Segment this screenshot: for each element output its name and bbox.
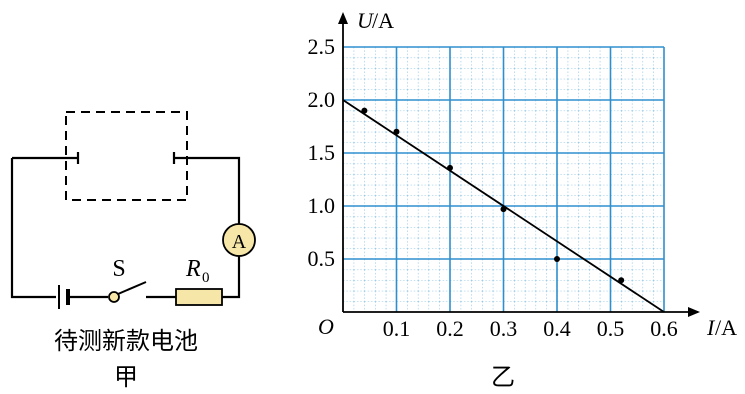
data-point xyxy=(361,107,368,114)
y-axis-label-unit: /A xyxy=(372,8,394,33)
dashed-box xyxy=(65,111,188,201)
data-point xyxy=(447,164,453,171)
y-tick-label: 2.0 xyxy=(308,87,336,112)
y-axis-arrow xyxy=(338,12,348,24)
circuit-diagram: A S R 0 待测新款电池 甲 xyxy=(10,111,256,391)
wire-top-left xyxy=(12,152,80,164)
chart-caption: 乙 xyxy=(491,363,515,391)
x-axis-label-var: I xyxy=(706,315,716,340)
ammeter-symbol: A xyxy=(222,223,256,257)
x-tick-label: 0.3 xyxy=(490,316,518,341)
y-tick-label: 2.5 xyxy=(308,34,336,59)
x-tick-label: 0.4 xyxy=(543,316,571,341)
ammeter-label: A xyxy=(232,231,247,253)
resistor-r0 xyxy=(175,288,223,306)
x-tick-label: 0.5 xyxy=(597,316,625,341)
origin-label: O xyxy=(318,314,334,339)
circuit-caption: 甲 xyxy=(114,363,138,391)
x-tick-label: 0.1 xyxy=(383,316,411,341)
battery-symbol xyxy=(58,285,70,309)
y-tick-label: 1.5 xyxy=(308,140,336,165)
wire-top-right xyxy=(172,152,241,224)
switch-symbol xyxy=(108,281,147,303)
resistor-subscript: 0 xyxy=(202,270,210,286)
y-tick-label: 1.0 xyxy=(308,193,336,218)
y-axis-label-var: U xyxy=(357,8,375,33)
fit-line xyxy=(342,99,665,313)
x-axis-arrow xyxy=(688,307,700,317)
data-point xyxy=(554,256,560,262)
data-point xyxy=(500,206,507,213)
data-point xyxy=(618,277,625,284)
resistor-label: R xyxy=(185,256,201,282)
u-i-chart: 0.1 0.2 0.3 0.4 0.5 0.6 0.5 1.0 1.5 2.0 2.5 U /A I… xyxy=(308,8,738,391)
data-marks xyxy=(342,99,665,313)
data-point xyxy=(393,128,400,135)
wire-left xyxy=(10,158,56,299)
tick-labels: 0.1 0.2 0.3 0.4 0.5 0.6 0.5 1.0 1.5 2.0 2.5 xyxy=(308,34,678,341)
x-tick-label: 0.2 xyxy=(436,316,464,341)
x-axis-label-unit: /A xyxy=(715,315,737,340)
switch-label: S xyxy=(112,256,125,282)
axes xyxy=(338,12,700,317)
wire-resistor-ammeter xyxy=(222,256,241,299)
x-tick-label: 0.6 xyxy=(650,316,678,341)
battery-caption: 待测新款电池 xyxy=(54,327,198,355)
y-tick-label: 0.5 xyxy=(308,246,336,271)
